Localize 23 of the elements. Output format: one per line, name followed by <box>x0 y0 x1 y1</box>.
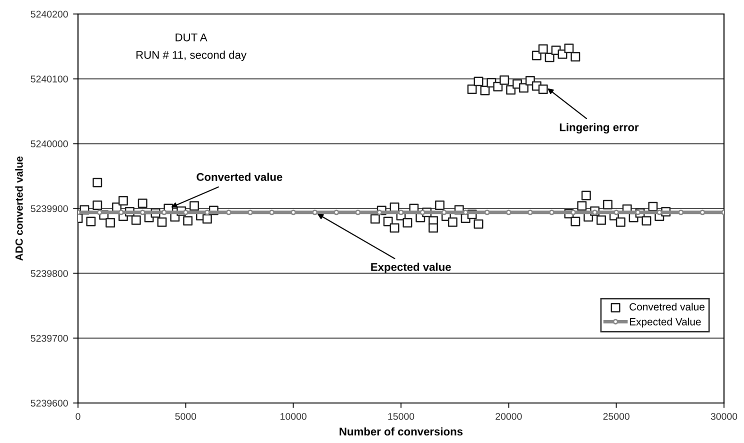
y-tick-label: 5240200 <box>30 10 68 18</box>
x-tick-label: 0 <box>76 412 80 420</box>
annotation: RUN # 11, second day <box>136 50 247 62</box>
legend-label: Expected Value <box>630 318 701 328</box>
annotation: Lingering error <box>560 123 639 134</box>
x-axis-title: Number of conversions <box>340 427 463 436</box>
x-tick-label: 25000 <box>603 412 630 420</box>
y-tick-label: 5239900 <box>30 205 68 212</box>
x-tick-label: 5000 <box>175 412 196 420</box>
y-tick-label: 5239700 <box>30 334 68 342</box>
x-tick-label: 10000 <box>280 412 306 420</box>
x-tick-label: 30000 <box>710 412 738 420</box>
annotation: Expected value <box>371 262 451 274</box>
y-axis-title: ADC converted value <box>15 156 23 261</box>
y-tick-label: 5240100 <box>30 76 68 82</box>
legend-label: Convetred value <box>630 302 704 311</box>
x-tick-label: 15000 <box>388 412 414 420</box>
annotation: DUT A <box>176 34 208 42</box>
y-tick-label: 5240000 <box>30 140 68 148</box>
y-tick-label: 5239800 <box>30 270 68 277</box>
y-tick-label: 5239600 <box>30 400 68 407</box>
annotation: Converted value <box>196 172 282 181</box>
x-tick-label: 20000 <box>496 412 522 420</box>
